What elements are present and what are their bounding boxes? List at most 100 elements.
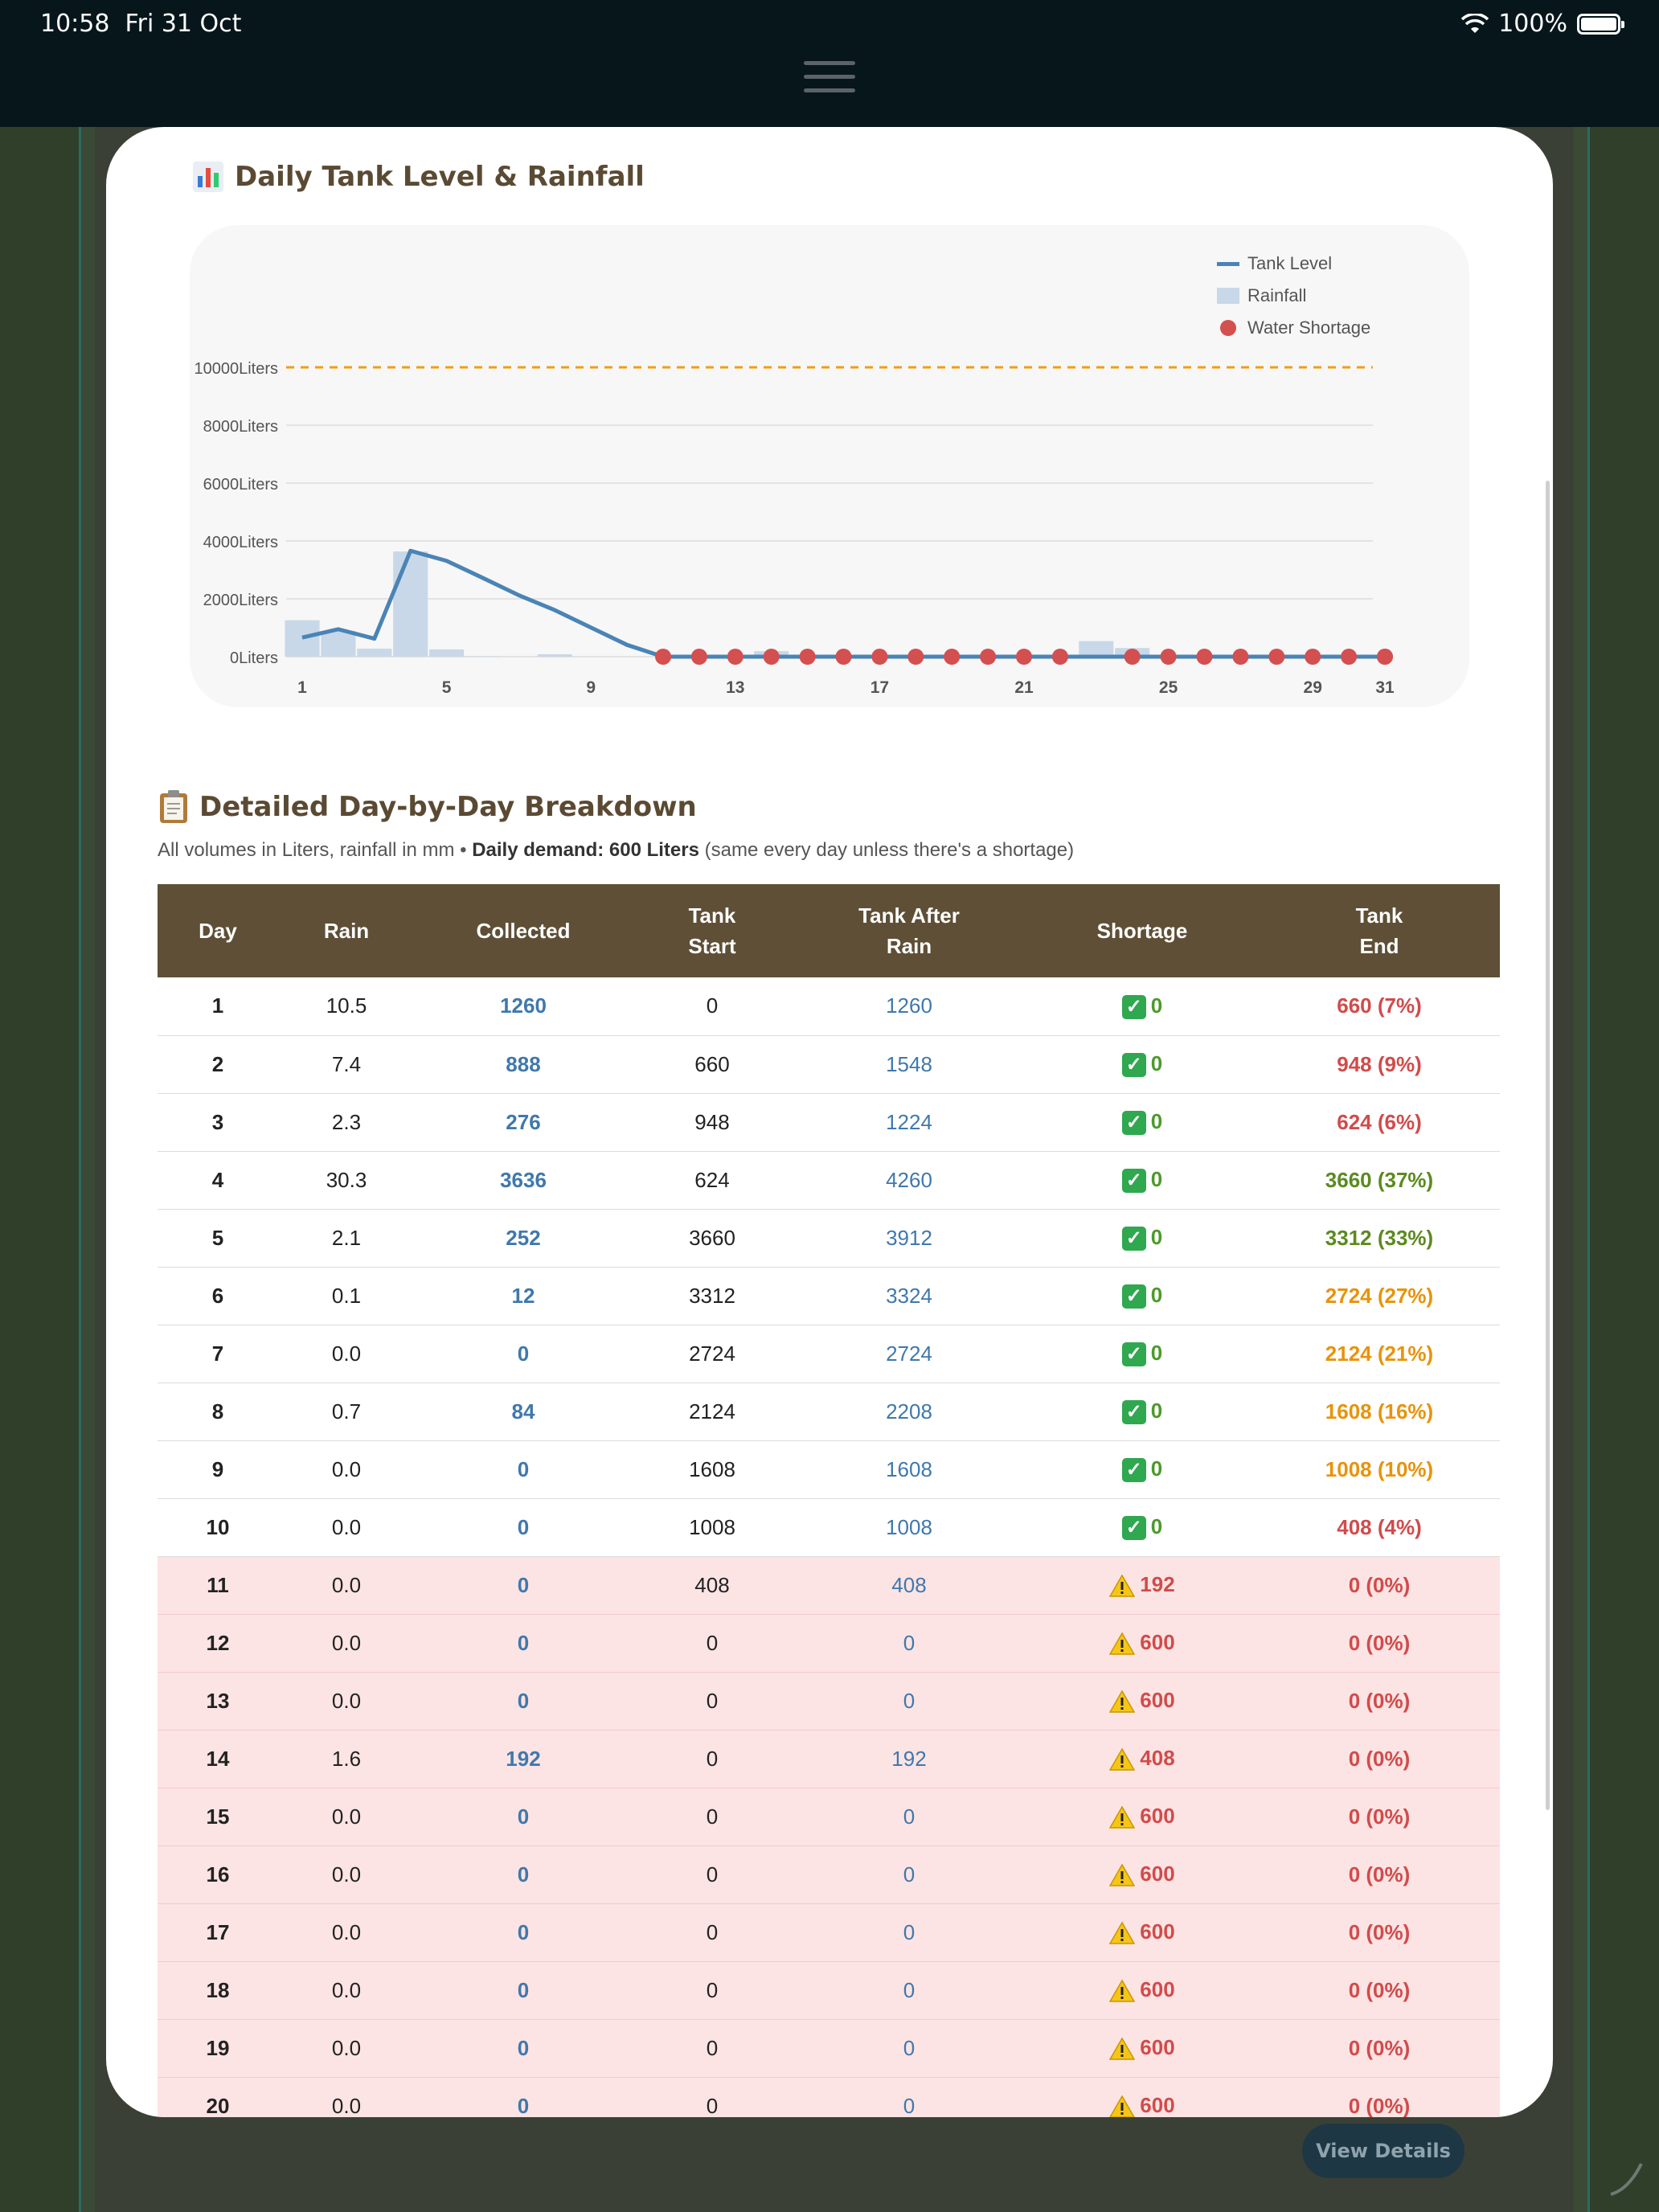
battery-icon	[1577, 13, 1624, 35]
day-cell: 19	[158, 2019, 278, 2078]
column-header-label: Tank After	[858, 903, 960, 928]
tank-after-cell: 0	[793, 1845, 1026, 1904]
rain-cell: 7.4	[278, 1035, 415, 1094]
warning-icon	[1109, 1632, 1136, 1655]
shortage-point	[1160, 649, 1177, 665]
legend-item-shortage[interactable]: Water Shortage	[1217, 312, 1370, 344]
table-row: 9 0.0 0 1608 1608 ✓ 0 1008 (10%)	[158, 1440, 1500, 1499]
table-row: 17 0.0 0 0 0 600 0 (0%)	[158, 1903, 1500, 1962]
tank-end-cell: 0 (0%)	[1259, 1788, 1500, 1846]
rain-cell: 0.1	[278, 1267, 415, 1325]
shortage-point	[1268, 649, 1285, 665]
tank-after-cell: 1608	[793, 1440, 1026, 1499]
background-panel-right	[1574, 127, 1590, 2212]
tank-end-cell: 0 (0%)	[1259, 1961, 1500, 2020]
day-cell: 10	[158, 1498, 278, 1557]
legend-label: Water Shortage	[1247, 317, 1371, 338]
resize-handle-icon[interactable]	[1604, 2157, 1645, 2198]
warning-icon	[1109, 1979, 1136, 2002]
column-header-label: End	[1359, 934, 1399, 958]
warning-icon	[1109, 1747, 1136, 1771]
table-row: 3 2.3 276 948 1224 ✓ 0 624 (6%)	[158, 1093, 1500, 1152]
table-header-row: Day Rain Collected Tank Start Tank After Rain S…	[158, 884, 1500, 977]
tank-after-cell: 2208	[793, 1382, 1026, 1441]
warning-icon	[1109, 1863, 1136, 1886]
tank-start-cell: 0	[632, 1845, 793, 1904]
tank-end-cell: 3312 (33%)	[1259, 1209, 1500, 1268]
day-cell: 14	[158, 1730, 278, 1788]
collected-cell: 0	[415, 1788, 632, 1846]
shortage-point	[655, 649, 671, 665]
shortage-value: 600	[1140, 1629, 1175, 1654]
view-details-button[interactable]: View Details	[1302, 2124, 1464, 2178]
warning-icon	[1109, 2095, 1136, 2117]
collected-cell: 84	[415, 1382, 632, 1441]
tank-end-cell: 1008 (10%)	[1259, 1440, 1500, 1499]
tank-end-cell: 948 (9%)	[1259, 1035, 1500, 1094]
rain-cell: 30.3	[278, 1151, 415, 1210]
column-header-label: Rain	[323, 919, 370, 943]
tank-after-cell: 4260	[793, 1151, 1026, 1210]
shortage-value: 0	[1150, 993, 1163, 1018]
collected-cell: 276	[415, 1093, 632, 1152]
legend-item-rainfall[interactable]: Rainfall	[1217, 280, 1370, 312]
shortage-point	[1016, 649, 1032, 665]
rain-cell: 0.0	[278, 1961, 415, 2020]
scrollbar[interactable]	[1546, 481, 1550, 1810]
shortage-point	[835, 649, 852, 665]
shortage-value: 0	[1150, 1456, 1163, 1481]
shortage-cell: 600	[1026, 2019, 1259, 2078]
tank-start-cell: 0	[632, 1961, 793, 2020]
shortage-value: 0	[1150, 1282, 1163, 1307]
tank-end-cell: 624 (6%)	[1259, 1093, 1500, 1152]
tank-after-cell: 1224	[793, 1093, 1026, 1152]
tank-start-cell: 0	[632, 1614, 793, 1673]
shortage-cell: ✓ 0	[1026, 1093, 1259, 1152]
collected-cell: 0	[415, 2077, 632, 2117]
rainfall-bar	[1079, 641, 1114, 657]
tank-start-cell: 948	[632, 1093, 793, 1152]
tank-start-cell: 0	[632, 2077, 793, 2117]
table-row: 4 30.3 3636 624 4260 ✓ 0 3660 (37%)	[158, 1151, 1500, 1210]
table-row: 2 7.4 888 660 1548 ✓ 0 948 (9%)	[158, 1035, 1500, 1094]
tank-end-cell: 1608 (16%)	[1259, 1382, 1500, 1441]
shortage-point	[1051, 649, 1068, 665]
day-cell: 5	[158, 1209, 278, 1268]
day-cell: 17	[158, 1903, 278, 1962]
table-row: 11 0.0 0 408 408 192 0 (0%)	[158, 1556, 1500, 1615]
x-tick-label: 5	[442, 678, 452, 697]
collected-cell: 0	[415, 1845, 632, 1904]
tank-after-cell: 2724	[793, 1325, 1026, 1383]
shortage-cell: ✓ 0	[1026, 1151, 1259, 1210]
battery-percent: 100%	[1498, 10, 1567, 38]
tank-start-cell: 0	[632, 977, 793, 1036]
shortage-cell: 192	[1026, 1556, 1259, 1615]
shortage-value: 0	[1150, 1051, 1163, 1075]
rain-cell: 0.0	[278, 1845, 415, 1904]
column-header: Shortage	[1026, 884, 1259, 977]
x-tick-label: 17	[870, 678, 889, 697]
table-row: 8 0.7 84 2124 2208 ✓ 0 1608 (16%)	[158, 1382, 1500, 1441]
status-time: 10:58 Fri 31 Oct	[40, 10, 241, 38]
hamburger-icon[interactable]	[804, 61, 855, 93]
check-icon: ✓	[1121, 1400, 1146, 1425]
day-cell: 7	[158, 1325, 278, 1383]
day-cell: 13	[158, 1672, 278, 1731]
check-icon: ✓	[1121, 1053, 1146, 1078]
legend-item-tank[interactable]: Tank Level	[1217, 248, 1370, 280]
tank-after-cell: 0	[793, 1788, 1026, 1846]
tank-start-cell: 0	[632, 1788, 793, 1846]
shortage-value: 408	[1140, 1745, 1175, 1770]
shortage-value: 0	[1150, 1340, 1163, 1365]
warning-icon	[1109, 1921, 1136, 1944]
shortage-point	[1196, 649, 1213, 665]
check-icon: ✓	[1121, 1111, 1146, 1136]
tank-end-cell: 2724 (27%)	[1259, 1267, 1500, 1325]
legend-dot-swatch	[1220, 320, 1236, 336]
tank-start-cell: 2124	[632, 1382, 793, 1441]
check-icon: ✓	[1121, 1227, 1146, 1251]
shortage-point	[944, 649, 961, 665]
shortage-value: 600	[1140, 2034, 1175, 2059]
x-tick-label: 25	[1159, 678, 1178, 697]
y-tick-label: 10000Liters	[194, 360, 278, 378]
